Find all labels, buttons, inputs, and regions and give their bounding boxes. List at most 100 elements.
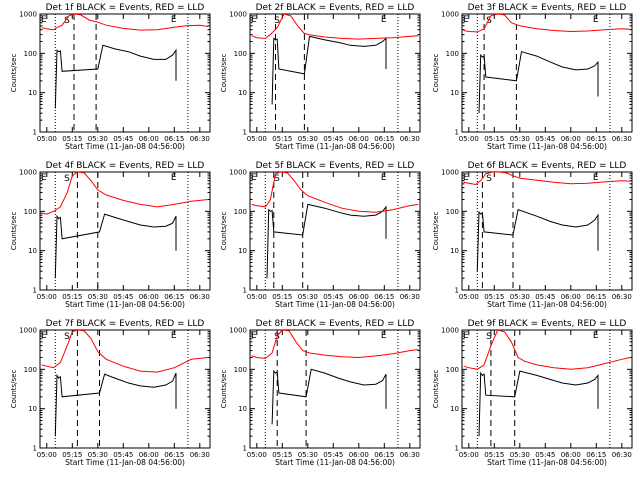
y-tick-label: 1000	[229, 169, 247, 177]
y-tick-label: 10	[238, 247, 247, 255]
events-series-line	[271, 368, 387, 425]
x-tick-label: 05:45	[113, 451, 133, 459]
y-axis-label: Counts/sec	[432, 54, 440, 93]
x-tick-label: 06:30	[612, 293, 632, 301]
x-tick-label: 06:00	[349, 451, 369, 459]
lld-series-line	[463, 14, 631, 33]
x-tick-label: 05:00	[37, 451, 57, 459]
y-tick-label: 100	[446, 50, 459, 58]
start-marker-label: E	[463, 173, 469, 183]
lld-series-line	[251, 330, 419, 359]
lld-series-line	[41, 172, 209, 215]
start-marker-label: E	[41, 173, 47, 183]
x-tick-label: 05:00	[247, 135, 267, 143]
chart-panel: Det 6f BLACK = Events, RED = LLD 1 10 100 10…	[432, 161, 633, 309]
chart-panel: Det 7f BLACK = Events, RED = LLD 1 10 100 10…	[10, 319, 211, 467]
plot-frame	[39, 329, 211, 449]
y-tick-label: 1000	[441, 327, 459, 335]
x-axis-label: Start Time (11-Jan-08 04:56:00)	[275, 300, 395, 309]
x-tick-label: 05:45	[113, 135, 133, 143]
y-tick-label: 10	[450, 247, 459, 255]
plot-frame	[249, 13, 421, 133]
middle-marker-label: S	[486, 174, 492, 184]
middle-marker-label: S	[486, 332, 492, 342]
y-tick-label: 1000	[441, 11, 459, 19]
x-tick-label: 05:15	[62, 293, 82, 301]
plot-frame	[461, 329, 633, 449]
y-tick-label: 1	[33, 287, 37, 295]
x-tick-label: 05:45	[113, 293, 133, 301]
x-tick-label: 05:15	[484, 451, 504, 459]
x-tick-label: 05:15	[62, 451, 82, 459]
x-tick-label: 06:00	[139, 293, 159, 301]
x-tick-label: 05:15	[484, 135, 504, 143]
x-tick-label: 06:30	[190, 451, 210, 459]
y-tick-label: 1	[243, 445, 247, 453]
x-tick-label: 05:30	[88, 293, 108, 301]
end-marker-label: E	[593, 173, 599, 183]
middle-marker-label: S	[64, 174, 70, 184]
x-tick-label: 06:00	[349, 293, 369, 301]
lld-series-line	[251, 172, 419, 213]
x-tick-label: 05:30	[510, 135, 530, 143]
x-tick-label: 06:15	[164, 293, 184, 301]
x-tick-label: 06:30	[400, 451, 420, 459]
x-axis-label: Start Time (11-Jan-08 04:56:00)	[487, 458, 607, 467]
chart-panel: Det 9f BLACK = Events, RED = LLD 1 10 100 10…	[432, 319, 633, 467]
y-axis-label: Counts/sec	[220, 370, 228, 409]
y-tick-label: 1000	[229, 11, 247, 19]
y-tick-label: 1000	[19, 169, 37, 177]
y-tick-label: 1000	[441, 169, 459, 177]
x-tick-label: 05:30	[88, 135, 108, 143]
x-tick-label: 06:00	[561, 293, 581, 301]
y-tick-label: 100	[24, 208, 37, 216]
x-tick-label: 06:30	[612, 135, 632, 143]
x-tick-label: 05:30	[298, 135, 318, 143]
x-tick-label: 05:15	[272, 451, 292, 459]
chart-title: Det 2f BLACK = Events, RED = LLD	[256, 3, 415, 13]
x-tick-label: 05:45	[323, 451, 343, 459]
events-series-line	[478, 370, 599, 437]
end-marker-label: E	[171, 331, 177, 341]
y-tick-label: 100	[234, 208, 247, 216]
end-marker-label: E	[381, 173, 387, 183]
lld-series-line	[251, 14, 419, 40]
events-series-line	[271, 35, 387, 105]
chart-title: Det 6f BLACK = Events, RED = LLD	[468, 161, 627, 171]
x-tick-label: 06:15	[586, 293, 606, 301]
y-tick-label: 100	[24, 50, 37, 58]
y-axis-label: Counts/sec	[432, 370, 440, 409]
chart-title: Det 4f BLACK = Events, RED = LLD	[46, 161, 205, 171]
lld-series-line	[41, 330, 209, 373]
x-axis-label: Start Time (11-Jan-08 04:56:00)	[65, 142, 185, 151]
middle-marker-label: S	[64, 332, 70, 342]
y-tick-label: 100	[446, 366, 459, 374]
y-axis-label: Counts/sec	[220, 54, 228, 93]
chart-title: Det 7f BLACK = Events, RED = LLD	[46, 319, 205, 329]
chart-panel: Det 5f BLACK = Events, RED = LLD 1 10 100 10…	[220, 161, 421, 309]
x-tick-label: 06:30	[400, 135, 420, 143]
y-tick-label: 10	[28, 405, 37, 413]
events-series-line	[478, 51, 599, 114]
x-tick-label: 05:30	[510, 293, 530, 301]
end-marker-label: E	[381, 15, 387, 25]
x-axis-label: Start Time (11-Jan-08 04:56:00)	[275, 458, 395, 467]
start-marker-label: E	[251, 15, 257, 25]
events-series-line	[54, 372, 177, 437]
y-axis-label: Counts/sec	[10, 54, 18, 93]
x-axis-label: Start Time (11-Jan-08 04:56:00)	[65, 300, 185, 309]
x-tick-label: 05:15	[62, 135, 82, 143]
x-tick-label: 05:00	[459, 135, 479, 143]
x-tick-label: 05:45	[323, 135, 343, 143]
start-marker-label: E	[41, 331, 47, 341]
x-axis-label: Start Time (11-Jan-08 04:56:00)	[487, 142, 607, 151]
chart-title: Det 8f BLACK = Events, RED = LLD	[256, 319, 415, 329]
x-tick-label: 05:15	[484, 293, 504, 301]
y-tick-label: 1	[455, 129, 459, 137]
y-tick-label: 100	[24, 366, 37, 374]
start-marker-label: E	[251, 331, 257, 341]
x-axis-label: Start Time (11-Jan-08 04:56:00)	[275, 142, 395, 151]
x-tick-label: 05:30	[298, 293, 318, 301]
plot-frame	[249, 171, 421, 291]
x-tick-label: 06:30	[400, 293, 420, 301]
